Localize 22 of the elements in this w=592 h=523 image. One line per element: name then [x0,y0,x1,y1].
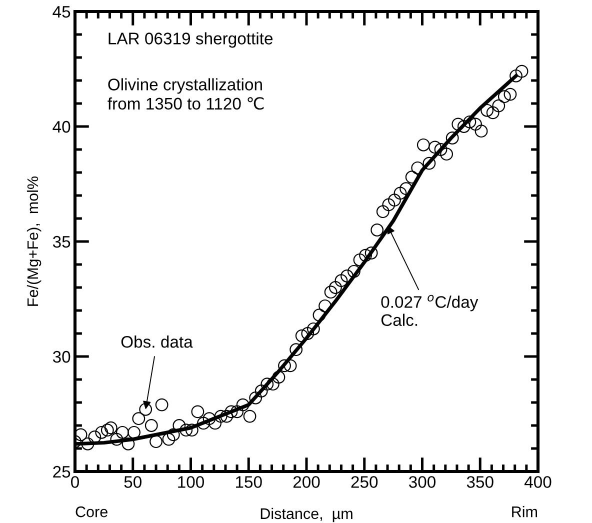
text: Core [76,506,108,518]
x-tick-label: 50 [124,476,142,488]
x-tick-label: 400 [524,476,552,488]
x-axis-title: Distance, µm [260,508,352,522]
x-tick-label: 150 [236,476,262,488]
x-tick-label: 200 [293,476,320,488]
y-tick-label: 30 [52,350,70,363]
x-tick-label: 250 [351,476,378,488]
x-tick-label: 0 [71,476,79,488]
annotation: Olivine crystallization from 1350 to 1120 ℃ [108,78,264,110]
x-tick-label: 350 [466,476,494,488]
annotation: LAR 06319 shergottite [108,32,273,48]
text: Rim [512,506,537,518]
y-tick-label: 25 [53,466,70,478]
x-tick-label: 100 [178,476,204,488]
x-tick-label: 300 [408,476,436,488]
y-tick-label: 35 [52,236,70,248]
annotation: Obs. data [121,336,193,348]
y-axis-title: Fe/(Mg+Fe), mol% [26,176,42,306]
y-tick-label: 45 [52,6,70,18]
annotation: 0.027 $^{o}$C/day Calc. [381,294,478,326]
y-tick-label: 40 [52,120,70,133]
